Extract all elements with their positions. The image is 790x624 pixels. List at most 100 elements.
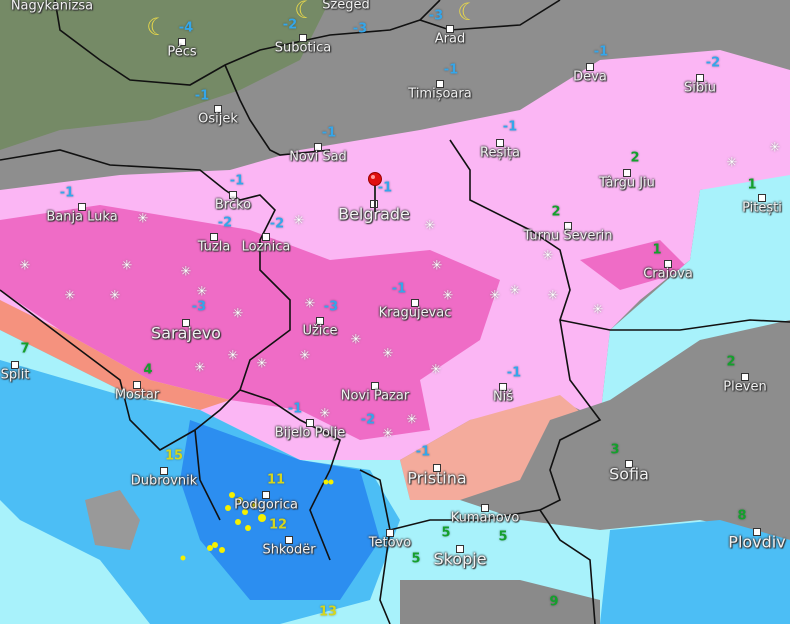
temperature-label: -1 bbox=[321, 125, 337, 141]
temperature-label: -1 bbox=[287, 401, 303, 417]
city-label[interactable]: Pristina bbox=[407, 468, 467, 488]
temperature-label: -2 bbox=[269, 216, 285, 232]
city-label[interactable]: Târgu Jiu bbox=[599, 175, 655, 191]
city-label[interactable]: Sofia bbox=[609, 464, 649, 484]
temperature-label: 5 bbox=[411, 551, 421, 567]
city-label[interactable]: Podgorica bbox=[234, 497, 298, 513]
city-label[interactable]: Shkodër bbox=[262, 542, 316, 558]
city-marker bbox=[586, 63, 594, 71]
city-marker bbox=[214, 105, 222, 113]
land-green-area bbox=[0, 0, 330, 150]
city-label[interactable]: Kumanovo bbox=[450, 510, 520, 526]
city-label[interactable]: Reșița bbox=[480, 145, 520, 161]
city-marker bbox=[262, 233, 270, 241]
city-marker bbox=[386, 529, 394, 537]
temperature-label: -1 bbox=[506, 365, 522, 381]
city-marker bbox=[182, 319, 190, 327]
snowflake-icon: ✳ bbox=[180, 264, 192, 280]
city-label[interactable]: Novi Pazar bbox=[340, 388, 410, 404]
city-label[interactable]: Niš bbox=[492, 389, 514, 405]
city-label[interactable]: Deva bbox=[573, 69, 607, 85]
city-marker bbox=[262, 491, 270, 499]
rain-area-south bbox=[600, 520, 790, 624]
city-label[interactable]: Turnu Severin bbox=[523, 228, 613, 244]
moon-icon: ☾ bbox=[457, 0, 479, 26]
city-marker bbox=[446, 25, 454, 33]
city-label[interactable]: Bijelo Polje bbox=[274, 425, 346, 441]
snowflake-icon: ✳ bbox=[509, 283, 521, 299]
city-label[interactable]: Pleven bbox=[723, 379, 767, 395]
snowflake-icon: ✳ bbox=[256, 356, 268, 372]
temperature-label: -1 bbox=[229, 173, 245, 189]
snowflake-icon: ✳ bbox=[194, 360, 206, 376]
city-marker bbox=[564, 222, 572, 230]
city-label[interactable]: Belgrade bbox=[338, 204, 410, 224]
city-label[interactable]: Tuzla bbox=[197, 239, 231, 255]
city-marker bbox=[306, 419, 314, 427]
temperature-label: 3 bbox=[610, 442, 620, 458]
city-label[interactable]: Nagykanizsa bbox=[10, 0, 94, 14]
city-marker bbox=[433, 464, 441, 472]
city-label[interactable]: Kragujevac bbox=[378, 305, 452, 321]
snowflake-icon: ✳ bbox=[592, 302, 604, 318]
city-label[interactable]: Tetovo bbox=[368, 535, 412, 551]
snowflake-icon: ✳ bbox=[232, 306, 244, 322]
city-label[interactable]: Užice bbox=[302, 323, 338, 339]
city-marker bbox=[160, 467, 168, 475]
temperature-label: -1 bbox=[502, 119, 518, 135]
city-label[interactable]: Arad bbox=[434, 31, 466, 47]
snowflake-icon: ✳ bbox=[547, 288, 559, 304]
city-marker bbox=[481, 504, 489, 512]
city-label[interactable]: Plovdiv bbox=[728, 532, 786, 552]
temperature-label: 1 bbox=[652, 242, 662, 258]
city-marker bbox=[696, 74, 704, 82]
city-label[interactable]: Subotica bbox=[274, 40, 332, 56]
location-pin-icon[interactable] bbox=[368, 172, 382, 212]
snowflake-icon: ✳ bbox=[442, 288, 454, 304]
snowflake-icon: ✳ bbox=[319, 406, 331, 422]
temperature-label: -1 bbox=[391, 281, 407, 297]
city-label[interactable]: Timișoara bbox=[408, 86, 472, 102]
city-label[interactable]: Craiova bbox=[643, 266, 693, 282]
city-label[interactable]: Loznica bbox=[241, 239, 291, 255]
snow-heavy-area bbox=[0, 205, 500, 440]
snowflake-icon: ✳ bbox=[769, 140, 781, 156]
city-label[interactable]: Brčko bbox=[214, 197, 252, 213]
temperature-label: 7 bbox=[20, 341, 30, 357]
temperature-label: 5 bbox=[498, 529, 508, 545]
temperature-label: -2 bbox=[217, 215, 233, 231]
city-label[interactable]: Pécs bbox=[167, 44, 197, 60]
city-label[interactable]: Sarajevo bbox=[151, 323, 221, 343]
snowflake-icon: ✳ bbox=[431, 258, 443, 274]
city-marker bbox=[411, 299, 419, 307]
snowflake-icon: ✳ bbox=[109, 288, 121, 304]
temperature-label: 12 bbox=[268, 517, 288, 533]
rain-heavy-area bbox=[180, 420, 380, 600]
cloud-gray-area-south bbox=[400, 580, 600, 624]
city-label[interactable]: Szeged bbox=[322, 0, 370, 13]
city-label[interactable]: Osijek bbox=[198, 111, 238, 127]
city-label[interactable]: Dubrovnik bbox=[130, 473, 198, 489]
city-label[interactable]: Mostar bbox=[114, 387, 160, 403]
city-marker bbox=[78, 203, 86, 211]
city-label[interactable]: Pitești bbox=[742, 200, 782, 216]
snowflake-icon: ✳ bbox=[424, 218, 436, 234]
city-label[interactable]: Sibiu bbox=[684, 80, 716, 96]
temperature-label: -3 bbox=[323, 299, 339, 315]
snowflake-icon: ✳ bbox=[382, 426, 394, 442]
city-marker bbox=[625, 460, 633, 468]
city-label[interactable]: Banja Luka bbox=[46, 209, 118, 225]
city-label[interactable]: Novi Sad bbox=[289, 149, 347, 165]
city-label[interactable]: Skopje bbox=[433, 549, 487, 569]
city-marker bbox=[741, 373, 749, 381]
snowflake-icon: ✳ bbox=[382, 346, 394, 362]
temperature-label: -1 bbox=[377, 180, 393, 196]
city-label[interactable]: Split bbox=[0, 367, 30, 383]
temperature-label: -1 bbox=[194, 88, 210, 104]
snowflake-icon: ✳ bbox=[299, 348, 311, 364]
city-marker bbox=[285, 536, 293, 544]
temperature-label: -3 bbox=[352, 21, 368, 37]
snowflake-icon: ✳ bbox=[121, 258, 133, 274]
snowflake-icon: ✳ bbox=[350, 332, 362, 348]
